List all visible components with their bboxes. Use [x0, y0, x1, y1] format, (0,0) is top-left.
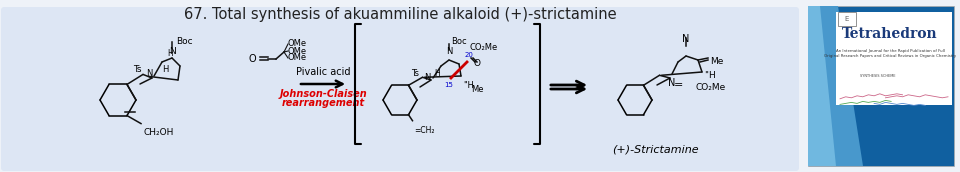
Text: ''H: ''H — [463, 82, 474, 90]
Text: =CH₂: =CH₂ — [415, 126, 435, 135]
Text: An International Journal for the Rapid Publication of Full: An International Journal for the Rapid P… — [835, 49, 945, 53]
Text: O: O — [249, 54, 256, 64]
Text: N: N — [169, 46, 176, 56]
FancyBboxPatch shape — [836, 12, 952, 105]
Text: (+)-Strictamine: (+)-Strictamine — [612, 145, 698, 155]
Text: 67. Total synthesis of akuammiline alkaloid (+)-strictamine: 67. Total synthesis of akuammiline alkal… — [183, 7, 616, 22]
FancyBboxPatch shape — [1, 7, 799, 171]
Text: N: N — [683, 34, 689, 44]
Text: E: E — [845, 16, 850, 22]
Polygon shape — [808, 6, 863, 166]
Text: N: N — [445, 46, 452, 56]
Text: N: N — [146, 69, 153, 78]
Text: Tetrahedron: Tetrahedron — [842, 27, 938, 41]
FancyBboxPatch shape — [808, 6, 954, 166]
Text: N: N — [423, 73, 430, 82]
Text: OMe: OMe — [288, 40, 307, 49]
Text: OMe: OMe — [288, 53, 307, 62]
Text: 20: 20 — [465, 52, 473, 58]
Text: CO₂Me: CO₂Me — [469, 44, 497, 52]
Text: Boc: Boc — [451, 37, 467, 46]
Text: SYNTHESIS SCHEME: SYNTHESIS SCHEME — [860, 74, 896, 78]
Text: 15: 15 — [444, 82, 453, 88]
Polygon shape — [808, 6, 836, 166]
Text: H: H — [167, 50, 173, 58]
Text: rearrangement: rearrangement — [281, 98, 365, 108]
Text: H: H — [162, 64, 168, 73]
Text: CO₂Me: CO₂Me — [696, 83, 727, 93]
Text: Original Research Papers and Critical Reviews in Organic Chemistry: Original Research Papers and Critical Re… — [824, 54, 956, 58]
FancyBboxPatch shape — [838, 12, 856, 26]
Text: Johnson-Claisen: Johnson-Claisen — [279, 89, 367, 99]
Text: N: N — [668, 78, 676, 88]
Text: ''H: ''H — [704, 72, 716, 80]
Text: Ts: Ts — [411, 69, 419, 78]
Text: Me: Me — [710, 57, 724, 67]
Text: Me: Me — [471, 85, 484, 94]
Text: H: H — [434, 69, 440, 78]
Text: Ts: Ts — [133, 66, 142, 74]
Text: Boc: Boc — [176, 37, 193, 46]
Text: Pivalic acid: Pivalic acid — [296, 67, 350, 77]
Text: CH₂OH: CH₂OH — [143, 128, 174, 137]
Text: O: O — [473, 60, 481, 68]
Text: OMe: OMe — [288, 46, 307, 56]
Text: =: = — [674, 80, 684, 90]
